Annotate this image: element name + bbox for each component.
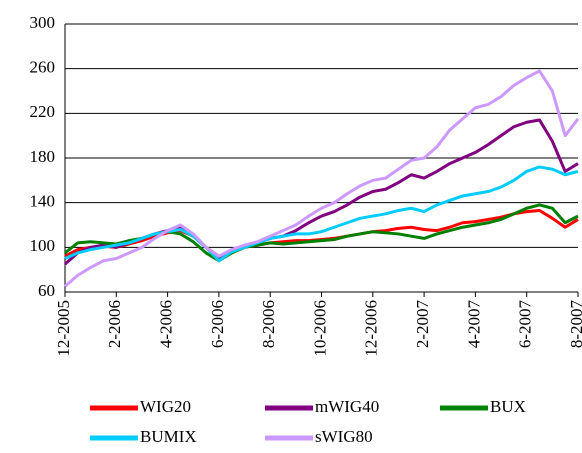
- x-tick-label: 8-2006: [259, 300, 278, 348]
- y-tick-label: 140: [30, 192, 56, 211]
- series-line: [64, 118, 579, 266]
- y-tick-label: 100: [30, 236, 56, 255]
- y-tick-label: 60: [38, 281, 55, 300]
- y-tick-label: 180: [30, 147, 56, 166]
- x-tick-label: 12-2006: [362, 300, 381, 357]
- legend-label: BUMIX: [140, 427, 197, 446]
- x-tick-label: 6-2006: [208, 300, 227, 348]
- legend-label: BUX: [490, 397, 526, 416]
- x-tick-label: 6-2007: [516, 300, 535, 349]
- x-tick-label: 12-2005: [54, 300, 73, 357]
- legend-label: mWIG40: [315, 397, 379, 416]
- x-tick-label: 2-2006: [105, 300, 124, 348]
- y-tick-label: 260: [30, 58, 56, 77]
- y-tick-label: 300: [30, 13, 56, 32]
- series-line: [64, 69, 580, 288]
- y-tick-label: 220: [30, 102, 56, 121]
- x-tick-label: 4-2006: [157, 300, 176, 348]
- legend-label: sWIG80: [315, 427, 373, 446]
- x-tick-label: 10-2006: [310, 300, 329, 357]
- legend-label: WIG20: [140, 397, 191, 416]
- series-line: [64, 165, 579, 263]
- x-tick-label: 2-2007: [413, 300, 432, 349]
- x-tick-label: 4-2007: [464, 300, 483, 349]
- x-tick-label: 8-2007: [567, 300, 582, 349]
